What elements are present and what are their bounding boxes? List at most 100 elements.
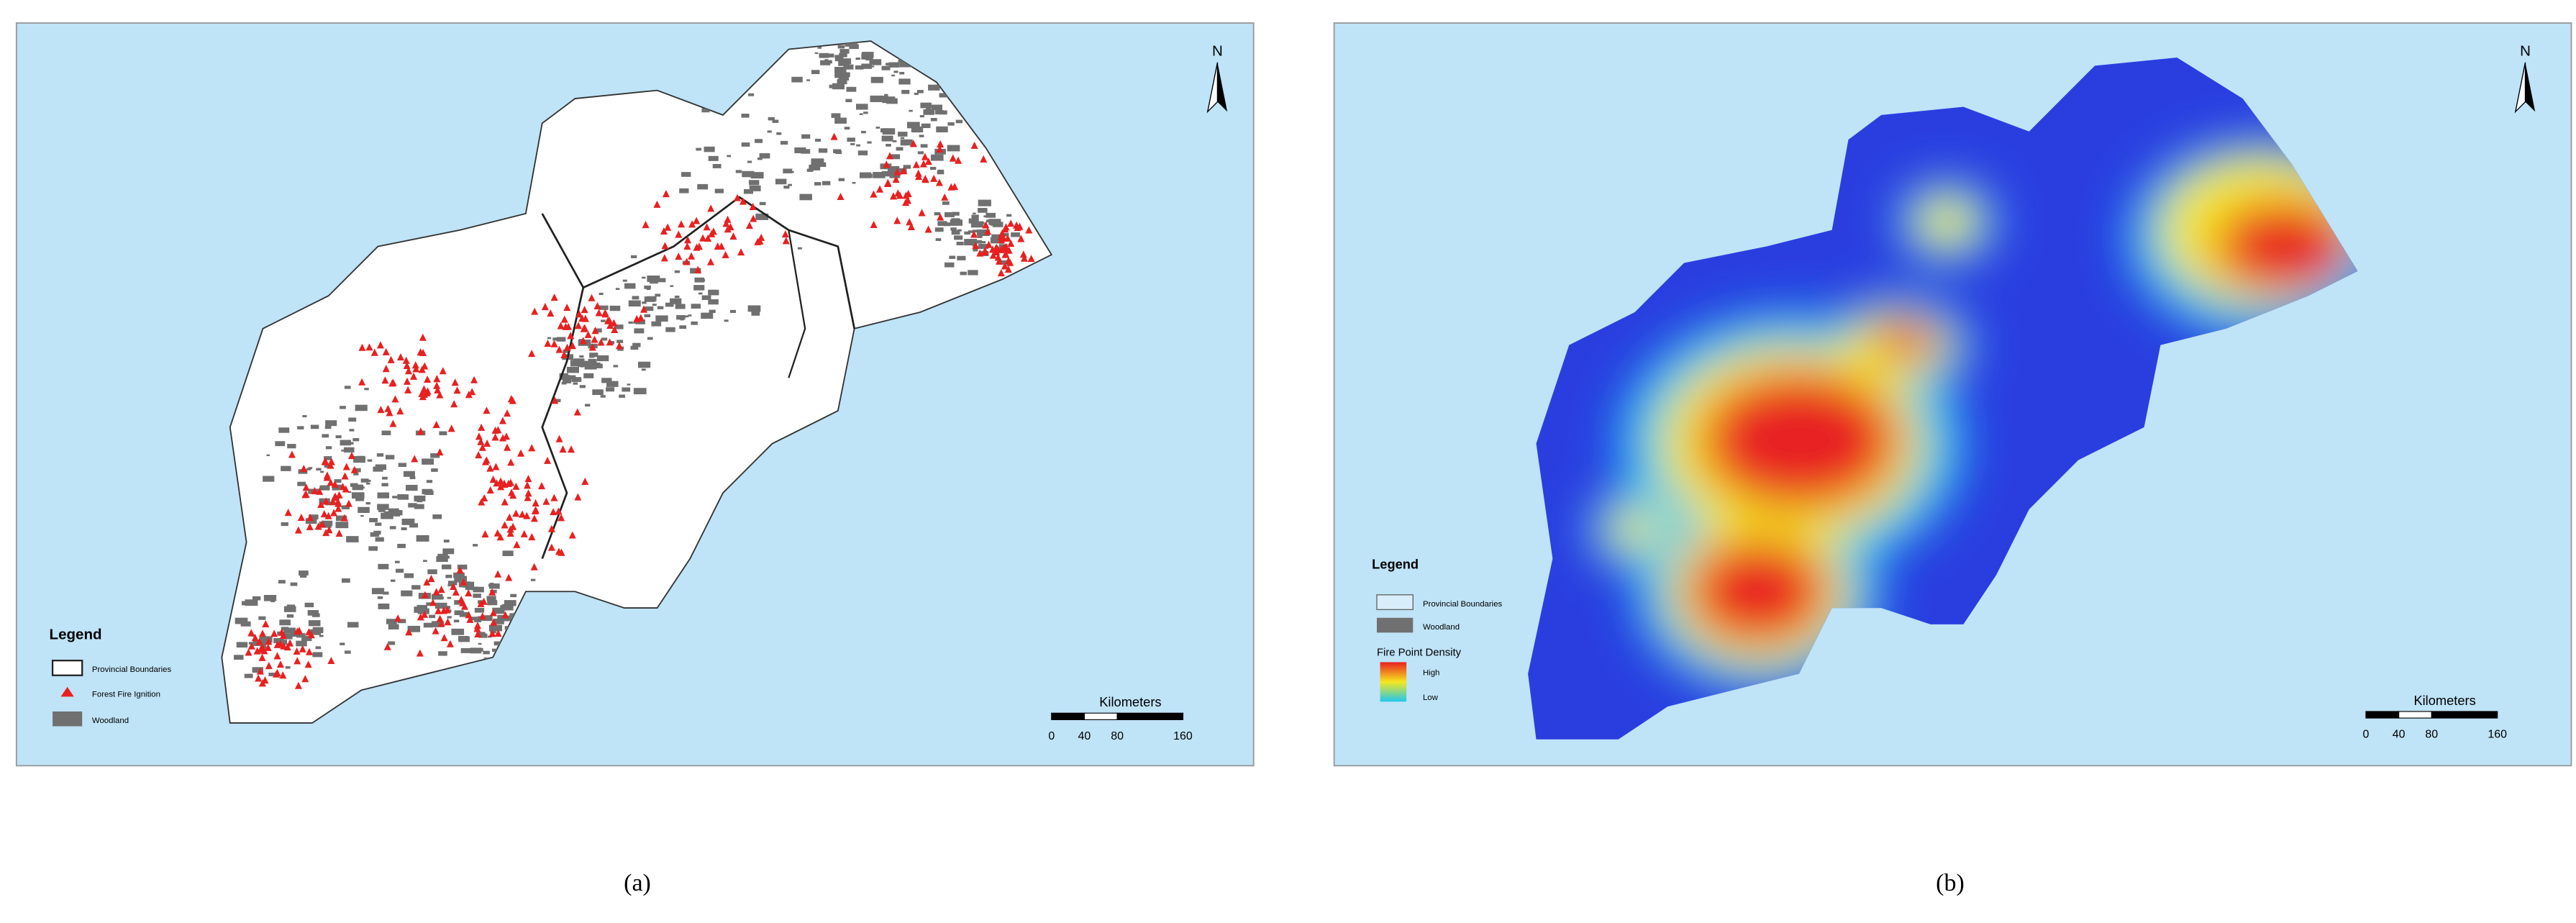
woodland-patch bbox=[919, 135, 924, 137]
woodland-patch bbox=[465, 586, 473, 591]
fire-ignition bbox=[688, 252, 696, 260]
woodland-patch bbox=[630, 345, 639, 350]
woodland-patch bbox=[919, 115, 924, 118]
fire-ignition bbox=[322, 458, 329, 465]
fire-ignition bbox=[1007, 240, 1015, 247]
fire-ignition bbox=[331, 480, 339, 488]
woodland-patch bbox=[408, 503, 417, 508]
woodland-patch bbox=[700, 278, 706, 282]
woodland-patch bbox=[460, 647, 471, 653]
woodland-patch bbox=[814, 138, 822, 142]
woodland-patch bbox=[949, 255, 956, 259]
woodland-patch bbox=[309, 629, 321, 635]
woodland-patch bbox=[601, 337, 608, 341]
woodland-patch bbox=[681, 172, 691, 177]
fire-ignition bbox=[481, 458, 489, 465]
legend-title: Legend bbox=[50, 626, 102, 642]
woodland-patch bbox=[637, 361, 651, 368]
woodland-patch bbox=[957, 255, 966, 260]
woodland-patch bbox=[378, 509, 385, 512]
fire-ignition bbox=[323, 473, 331, 481]
woodland-patch bbox=[834, 57, 844, 62]
woodland-patch bbox=[911, 126, 924, 133]
woodland-patch bbox=[570, 360, 583, 367]
woodland-patch bbox=[378, 603, 390, 609]
woodland-patch bbox=[679, 188, 689, 194]
woodland-patch bbox=[447, 583, 454, 587]
woodland-patch bbox=[628, 300, 641, 307]
fire-ignition bbox=[387, 355, 395, 363]
fire-ignition bbox=[560, 350, 568, 358]
woodland-patch bbox=[714, 188, 724, 194]
fire-ignition bbox=[265, 637, 273, 645]
woodland-patch bbox=[360, 486, 365, 489]
fire-ignition bbox=[437, 619, 445, 627]
woodland-patch bbox=[302, 414, 307, 418]
woodland-patch bbox=[712, 163, 722, 168]
woodland-patch bbox=[348, 417, 357, 422]
woodland-patch bbox=[646, 288, 651, 291]
woodland-patch bbox=[834, 55, 842, 59]
woodland-patch bbox=[486, 596, 496, 601]
fire-ignition bbox=[919, 160, 927, 168]
woodland-patch bbox=[401, 590, 413, 596]
fire-ignition bbox=[951, 183, 959, 191]
woodland-patch bbox=[381, 512, 393, 519]
fire-ignition bbox=[1019, 250, 1027, 258]
woodland-patch bbox=[319, 522, 332, 528]
fire-ignition bbox=[489, 609, 497, 617]
fire-ignition bbox=[420, 385, 428, 393]
woodland-patch bbox=[947, 145, 960, 152]
woodland-patch bbox=[870, 65, 875, 68]
fire-ignition bbox=[486, 464, 494, 472]
panel-caption: (a) bbox=[624, 870, 651, 896]
fire-ignition bbox=[550, 494, 558, 501]
fire-ignition bbox=[404, 367, 413, 375]
fire-ignition bbox=[381, 376, 389, 384]
fire-ignition bbox=[293, 657, 301, 665]
scale-tick: 80 bbox=[1111, 730, 1124, 742]
woodland-patch bbox=[688, 314, 692, 317]
fire-ignition bbox=[475, 451, 483, 459]
scale-segment bbox=[2431, 711, 2498, 719]
woodland-patch bbox=[571, 377, 582, 382]
fire-ignition bbox=[273, 670, 281, 678]
woodland-patch bbox=[579, 385, 586, 388]
fire-ignition bbox=[270, 629, 278, 637]
woodland-patch bbox=[599, 305, 609, 310]
woodland-patch bbox=[776, 132, 782, 135]
woodland-patch bbox=[470, 617, 478, 621]
woodland-patch bbox=[691, 321, 698, 325]
fire-ignition bbox=[446, 640, 454, 647]
woodland-patch bbox=[416, 535, 429, 542]
north-label: N bbox=[2520, 43, 2531, 60]
woodland-patch bbox=[884, 94, 888, 96]
woodland-patch bbox=[341, 578, 350, 583]
fire-ignition bbox=[1027, 255, 1035, 263]
fire-ignition bbox=[493, 529, 501, 537]
scale-segment bbox=[1116, 712, 1184, 720]
fire-ignition bbox=[439, 367, 447, 375]
fire-ignition bbox=[519, 510, 527, 518]
fire-ignition bbox=[559, 445, 567, 453]
woodland-patch bbox=[600, 395, 606, 398]
fire-ignition bbox=[1016, 222, 1024, 230]
woodland-patch bbox=[488, 583, 500, 589]
fire-ignition bbox=[918, 209, 926, 217]
woodland-patch bbox=[645, 306, 654, 312]
woodland-patch bbox=[831, 113, 841, 118]
woodland-patch bbox=[278, 580, 286, 584]
woodland-patch bbox=[696, 147, 701, 151]
woodland-patch bbox=[235, 617, 248, 624]
fire-ignition bbox=[512, 482, 520, 490]
woodland-patch bbox=[834, 71, 847, 78]
woodland-patch bbox=[642, 301, 647, 304]
fire-ignition bbox=[695, 242, 704, 250]
fire-ignition bbox=[912, 160, 920, 168]
woodland-patch bbox=[573, 382, 578, 385]
fire-ignition bbox=[501, 521, 509, 529]
woodland-patch bbox=[679, 325, 687, 329]
woodland-patch bbox=[375, 464, 387, 470]
woodland-patch bbox=[493, 618, 504, 624]
fire-ignition bbox=[531, 307, 539, 315]
